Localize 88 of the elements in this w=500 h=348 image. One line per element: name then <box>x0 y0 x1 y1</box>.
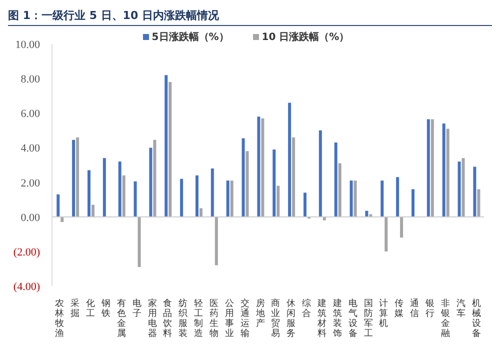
bar <box>138 216 141 267</box>
x-tick-label: 轻工制造 <box>194 298 204 339</box>
x-tick-label: 有色金属 <box>116 298 126 339</box>
bar <box>276 186 280 217</box>
x-tick-label: 非银金融 <box>440 298 450 339</box>
bar <box>226 180 230 217</box>
bar <box>338 163 342 217</box>
y-tick-label: 6.00 <box>20 108 40 120</box>
y-tick-label: 4.00 <box>20 142 40 155</box>
bar <box>272 149 276 217</box>
x-tick-label: 休闲服务 <box>286 298 296 339</box>
bar <box>477 189 480 217</box>
x-tick-label: 纺织服装 <box>178 298 188 339</box>
x-tick-label: 食品饮料 <box>162 298 172 339</box>
x-tick-label: 传媒 <box>394 298 404 319</box>
bar <box>76 137 80 217</box>
x-tick-label: 汽车 <box>456 298 466 319</box>
bar <box>199 208 202 217</box>
bar <box>365 210 368 217</box>
bar <box>462 158 465 217</box>
bar <box>102 158 106 217</box>
bar <box>458 162 461 217</box>
bar <box>210 168 214 217</box>
bar <box>354 180 357 217</box>
bar <box>214 216 218 266</box>
bar <box>334 142 338 217</box>
y-tick-label: (2.00) <box>13 246 40 258</box>
bar <box>87 170 90 217</box>
bar <box>396 177 400 217</box>
bar <box>380 180 384 217</box>
y-tick-label: 8.00 <box>20 74 40 86</box>
bar <box>384 216 388 252</box>
x-tick-label: 公用事业 <box>224 298 234 339</box>
bar <box>303 192 306 217</box>
bar <box>350 180 353 217</box>
x-tick-label: 通信 <box>410 298 420 319</box>
legend-label: 5日涨跌幅（%） <box>150 30 229 44</box>
x-tick-label: 交通运输 <box>240 298 250 339</box>
bar <box>292 137 296 217</box>
x-tick-label: 采掘 <box>70 298 80 319</box>
bar <box>164 75 168 217</box>
bar <box>446 128 450 217</box>
bar <box>134 181 137 217</box>
bar <box>168 82 172 217</box>
bar <box>149 148 152 217</box>
y-tick-label: 0.00 <box>20 212 40 224</box>
bar <box>153 140 156 217</box>
bar <box>56 194 60 217</box>
bar <box>288 102 292 217</box>
x-tick-label: 银行 <box>424 298 434 319</box>
x-tick-label: 农林牧渔 <box>54 298 64 339</box>
x-tick-label: 商业贸易 <box>271 298 280 339</box>
bar <box>411 189 414 217</box>
x-tick-label: 建筑装饰 <box>332 298 342 339</box>
bar <box>442 124 446 217</box>
legend-label: 10 日涨跌幅（%） <box>260 30 350 44</box>
x-tick-label: 医药生物 <box>210 298 218 339</box>
bar <box>400 216 404 238</box>
x-tick-label: 钢铁 <box>100 298 110 319</box>
bar <box>426 119 430 217</box>
bar <box>118 162 122 217</box>
bar <box>318 130 322 217</box>
bar <box>72 140 76 217</box>
bar <box>195 175 198 217</box>
bar <box>122 175 126 217</box>
bar <box>242 138 245 217</box>
bar <box>91 204 94 217</box>
y-tick-label: 10.00 <box>15 39 40 51</box>
x-tick-label: 机械设备 <box>472 298 481 339</box>
chart-title: 图 1：一级行业 5 日、10 日内涨跌幅情况 <box>8 8 492 26</box>
x-tick-label: 房地产 <box>254 298 265 329</box>
x-tick-label: 国防军工 <box>364 299 373 339</box>
y-tick-label: (4.00) <box>13 281 40 293</box>
x-tick-label: 综合 <box>302 298 312 319</box>
x-tick-label: 建筑材料 <box>316 298 326 339</box>
x-tick-label: 电气设备 <box>348 298 358 339</box>
bar <box>261 118 264 217</box>
x-tick-label: 计算机 <box>379 298 388 329</box>
bar <box>246 151 249 217</box>
x-tick-label: 电子 <box>132 298 142 319</box>
x-tick-label: 化工 <box>86 298 96 319</box>
bar <box>430 119 434 217</box>
bar <box>230 180 234 217</box>
y-tick-label: 2.00 <box>20 177 40 190</box>
bar <box>257 116 260 217</box>
bar <box>180 178 184 217</box>
bar <box>473 166 476 217</box>
x-tick-label: 家用电器 <box>148 298 157 339</box>
